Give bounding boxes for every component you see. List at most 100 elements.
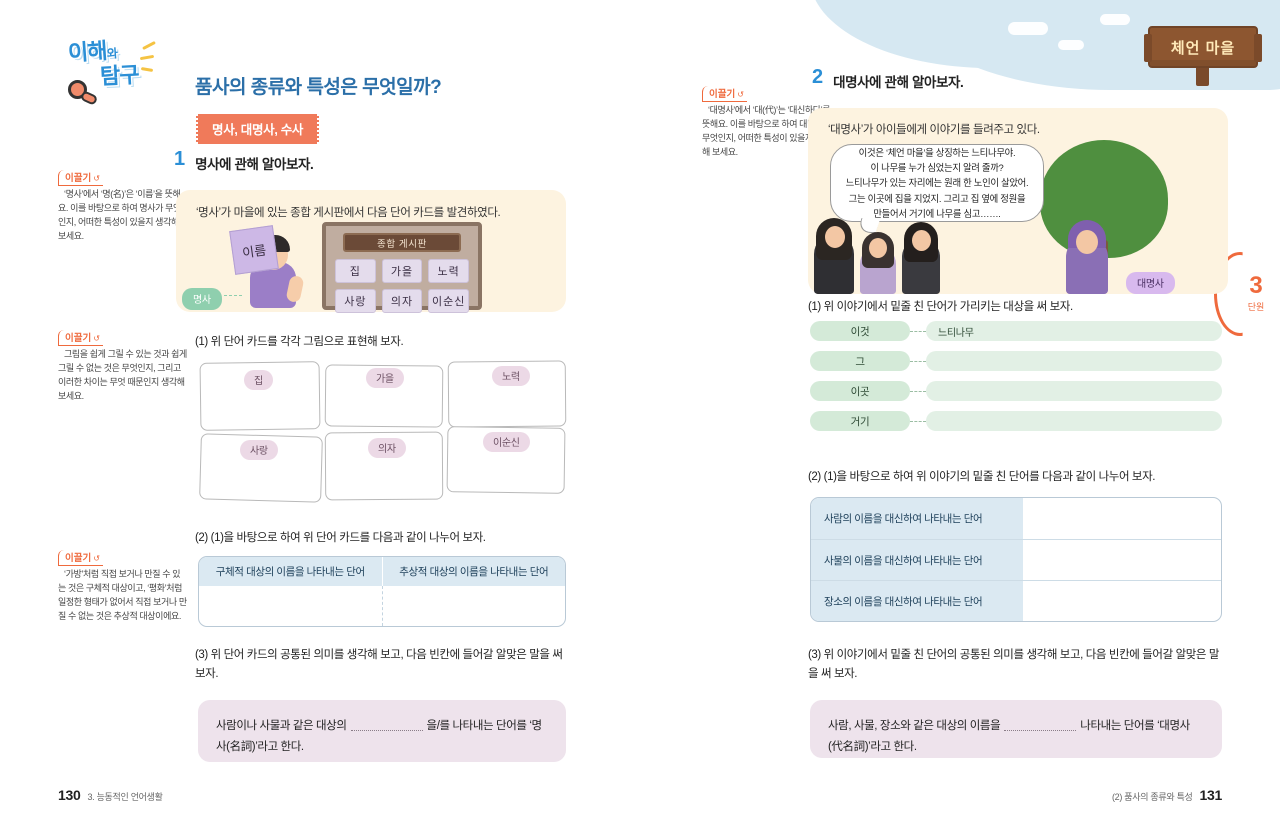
question-1: (1) 위 단어 카드를 각각 그림으로 표현해 보자. [195,336,404,348]
answer-row-2: 그 [810,351,1222,371]
section-logo: 이해와 탐구 [64,32,174,106]
step-2: 2 대명사에 관해 알아보자. [812,66,964,91]
page-number: 130 [58,787,81,803]
table-row: 사람의 이름을 대신하여 나타내는 단어 [811,498,1221,539]
question-3: (3) 위 단어 카드의 공통된 의미를 생각해 보고, 다음 빈칸에 들어갈 … [195,649,563,680]
table-header-row: 구체적 대상의 이름을 나타내는 단어 추상적 대상의 이름을 나타내는 단어 [199,557,565,586]
character-tag: 명사 [182,288,222,310]
table-header-cell: 구체적 대상의 이름을 나타내는 단어 [215,566,365,578]
word-card-grid: 집 가을 노력 사랑 의자 이순신 [326,252,478,320]
drawing-box-label: 이순신 [483,432,530,452]
fill-blank[interactable] [350,719,423,731]
tip-heading: 이끌기 [58,550,103,566]
answer-value[interactable]: 느티나무 [926,321,1222,341]
step-1: 1 명사에 관해 알아보자. [174,148,314,173]
answer-value[interactable] [926,411,1222,431]
magnifier-icon [68,78,99,106]
answer-connector [910,330,926,332]
right-page: 이끌기 ‘대명사’에서 ‘대(代)’는 ‘대신하다’를 뜻해요. 이를 바탕으로… [640,0,1280,837]
drawing-box-label: 집 [244,370,273,390]
footer-text: 3. 능동적인 언어생활 [87,792,163,802]
step-text: 명사에 관해 알아보자. [195,157,314,172]
fill-blank[interactable] [1004,719,1077,731]
signpost-board [1144,26,1262,68]
logo-line-2: 탐구 [99,62,140,89]
answer-value[interactable] [926,381,1222,401]
topic-badge: 명사, 대명사, 수사 [196,114,320,144]
answer-row-4: 거기 [810,411,1222,431]
table-row-label: 장소의 이름을 대신하여 나타내는 단어 [811,581,1023,621]
drawing-box-label: 노력 [492,366,530,386]
answer-key: 거기 [810,411,910,431]
tip-heading: 이끌기 [58,170,103,186]
answer-key: 이것 [810,321,910,341]
placard: 이름 [229,225,279,275]
word-card: 사랑 [335,289,376,313]
summary-text: 사람, 사물, 장소와 같은 대상의 이름을 나타내는 단어를 ‘대명사(代名詞)… [828,719,1190,754]
summary-box-2: 사람, 사물, 장소와 같은 대상의 이름을 나타내는 단어를 ‘대명사(代名詞)… [810,700,1222,758]
classification-table: 구체적 대상의 이름을 나타내는 단어 추상적 대상의 이름을 나타내는 단어 [198,556,566,627]
question-2: (2) (1)을 바탕으로 하여 위 단어 카드를 다음과 같이 나누어 보자. [195,532,486,544]
footer-right: (2) 품사의 종류와 특성 131 [1112,787,1222,803]
answer-connector [910,360,926,362]
answer-connector [910,390,926,392]
question-3: (3) 위 이야기에서 밑줄 친 단어의 공통된 의미를 생각해 보고, 다음 … [808,649,1220,680]
margin-tip-2: 이끌기 그림을 쉽게 그릴 수 있는 것과 쉽게 그릴 수 없는 것은 무엇인지… [58,328,188,404]
child-head-2 [869,238,887,258]
drawing-box-label: 사랑 [240,440,278,460]
page-title: 품사의 종류와 특성은 무엇일까? [195,77,442,98]
footer-left: 130 3. 능동적인 언어생활 [58,787,163,803]
answer-value[interactable] [926,351,1222,371]
tip-body: ‘대명사’에서 ‘대(代)’는 ‘대신하다’를 뜻해요. 이를 바탕으로 하여 … [702,105,831,157]
table-cell[interactable] [381,586,566,626]
bulletin-board: 종합 게시판 집 가을 노력 사랑 의자 이순신 [322,222,482,313]
tip-heading: 이끌기 [58,330,103,346]
word-card: 집 [335,259,376,283]
pronoun-character-head [1076,230,1098,254]
logo-dashes [139,40,174,82]
unit-label: 단원 [1247,301,1265,312]
summary-box-1: 사람이나 사물과 같은 대상의 을/를 나타내는 단어를 ‘명사(名詞)’라고 한… [198,700,566,762]
word-card: 의자 [381,289,423,313]
step-number: 2 [812,66,824,88]
word-card: 이순신 [428,289,469,313]
summary-text: 사람이나 사물과 같은 대상의 을/를 나타내는 단어를 ‘명사(名詞)’라고 한… [216,719,542,754]
table-body-row [199,586,565,626]
step-number: 1 [174,148,186,170]
question-1: (1) 위 이야기에서 밑줄 친 단어가 가리키는 대상을 써 보자. [808,301,1073,313]
word-card: 노력 [428,259,469,283]
table-row-value[interactable] [1023,540,1221,580]
pronoun-character-tag: 대명사 [1126,272,1175,294]
child-head-1 [825,226,845,248]
margin-tip-3: 이끌기 ‘가방’처럼 직접 보거나 만질 수 있는 것은 구체적 대상이고, ‘… [58,548,188,624]
tip-heading: 이끌기 [702,86,747,102]
tip-body: 그림을 쉽게 그릴 수 있는 것과 쉽게 그릴 수 없는 것은 무엇인지, 그리… [58,349,187,401]
table-row-value[interactable] [1023,498,1221,539]
table-header-cell: 추상적 대상의 이름을 나타내는 단어 [381,557,566,586]
panel-lead: ‘대명사’가 아이들에게 이야기를 들려주고 있다. [828,124,1040,136]
tip-body: ‘명사’에서 ‘명(名)’은 ‘이름’을 뜻해요. 이를 바탕으로 하여 명사가… [58,189,181,241]
answer-connector [910,420,926,422]
word-card: 가을 [381,259,423,283]
village-signpost: 체언 마을 [1144,14,1262,86]
activity-panel-2: ‘대명사’가 아이들에게 이야기를 들려주고 있다. 이것은 ‘체언 마을’을 … [808,108,1228,294]
answer-key: 이곳 [810,381,910,401]
table-row-label: 사물의 이름을 대신하여 나타내는 단어 [811,540,1023,580]
bulletin-board-title: 종합 게시판 [343,233,461,252]
drawing-box-label: 가을 [366,368,404,388]
unit-number: 3 [1249,271,1263,299]
table-row-label: 사람의 이름을 대신하여 나타내는 단어 [811,498,1023,539]
answer-row-1: 이것 느티나무 [810,321,1222,341]
margin-tip-4: 이끌기 ‘대명사’에서 ‘대(代)’는 ‘대신하다’를 뜻해요. 이를 바탕으로… [702,84,832,160]
child-head-3 [912,230,931,251]
tag-connector [224,295,242,296]
table-cell[interactable] [199,586,382,626]
page-number: 131 [1199,787,1223,803]
table-row-value[interactable] [1023,581,1221,621]
table-row: 장소의 이름을 대신하여 나타내는 단어 [811,580,1221,621]
question-2: (2) (1)을 바탕으로 하여 위 이야기의 밑줄 친 단어를 다음과 같이 … [808,471,1156,483]
margin-tip-1: 이끌기 ‘명사’에서 ‘명(名)’은 ‘이름’을 뜻해요. 이를 바탕으로 하여… [58,168,188,244]
answer-row-3: 이곳 [810,381,1222,401]
activity-panel-1: ‘명사’가 마을에 있는 종합 게시판에서 다음 단어 카드를 발견하였다. 이… [176,190,566,313]
